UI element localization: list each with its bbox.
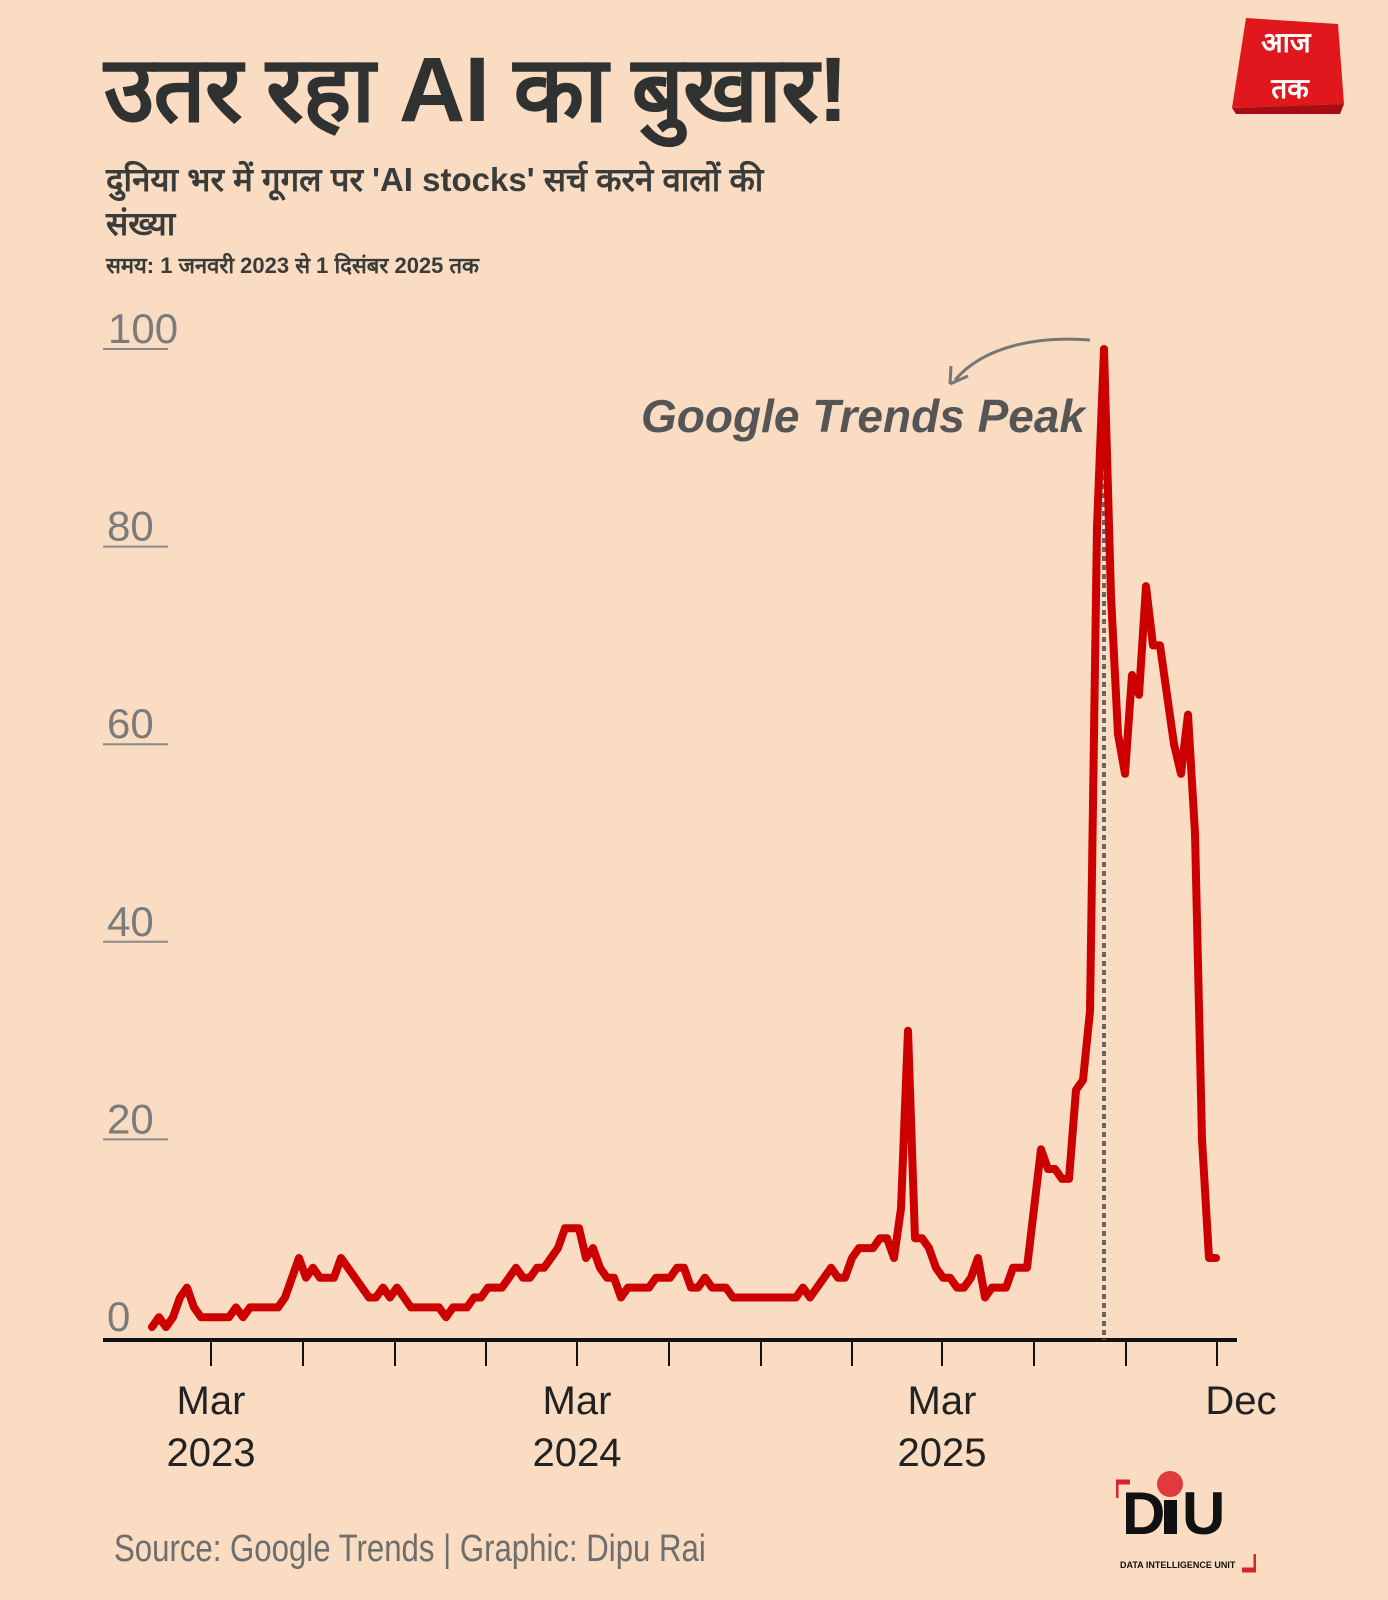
chart-subtitle: दुनिया भर में गूगल पर 'AI stocks' सर्च क… <box>106 161 764 242</box>
y-tick-label: 60 <box>107 700 154 747</box>
logo-text-line2: तक <box>1270 73 1310 104</box>
page-title: उतर रहा AI का बुखार! <box>104 39 848 141</box>
y-tick-label: 80 <box>107 503 154 550</box>
x-tick-label: Mar <box>543 1379 612 1423</box>
x-tick-label: 2025 <box>898 1431 987 1475</box>
annotation-arrow-icon <box>953 337 1091 381</box>
peak-annotation: Google Trends Peak <box>641 390 1087 442</box>
x-tick-label: 2024 <box>533 1431 622 1475</box>
y-tick-label: 100 <box>108 305 178 352</box>
y-tick-label: 20 <box>107 1095 154 1142</box>
x-tick-label: 2023 <box>167 1431 256 1475</box>
x-tick-label: Mar <box>908 1379 977 1423</box>
series-line <box>148 345 1220 1332</box>
y-tick-label: 0 <box>107 1293 130 1340</box>
logo-shadow <box>1232 104 1344 114</box>
x-tick-label: Mar <box>177 1379 246 1423</box>
diu-letter-u: U <box>1182 1480 1225 1547</box>
logo-text-line1: आज <box>1261 27 1312 58</box>
arrow-head-icon <box>948 365 969 386</box>
y-axis: 0 20 40 60 80 100 <box>103 305 178 1340</box>
y-tick-label: 40 <box>107 898 154 945</box>
diu-logo: D U DATA INTELLIGENCE UNIT <box>1116 1471 1256 1573</box>
x-tick-label: Dec <box>1205 1379 1276 1423</box>
aajtak-logo: आज तक <box>1232 18 1344 114</box>
source-note: Source: Google Trends | Graphic: Dipu Ra… <box>114 1528 706 1570</box>
logo-shape <box>1232 18 1344 108</box>
header: उतर रहा AI का बुखार! दुनिया भर में गूगल … <box>104 36 848 280</box>
diu-letter-d: D <box>1122 1480 1165 1547</box>
chart-period: समय: 1 जनवरी 2023 से 1 दिसंबर 2025 तक <box>106 253 479 278</box>
diu-tagline: DATA INTELLIGENCE UNIT <box>1120 1560 1236 1570</box>
x-axis: Mar 2023 Mar 2024 Mar 2025 Dec <box>103 1338 1277 1475</box>
diu-globe-icon <box>1157 1471 1183 1497</box>
